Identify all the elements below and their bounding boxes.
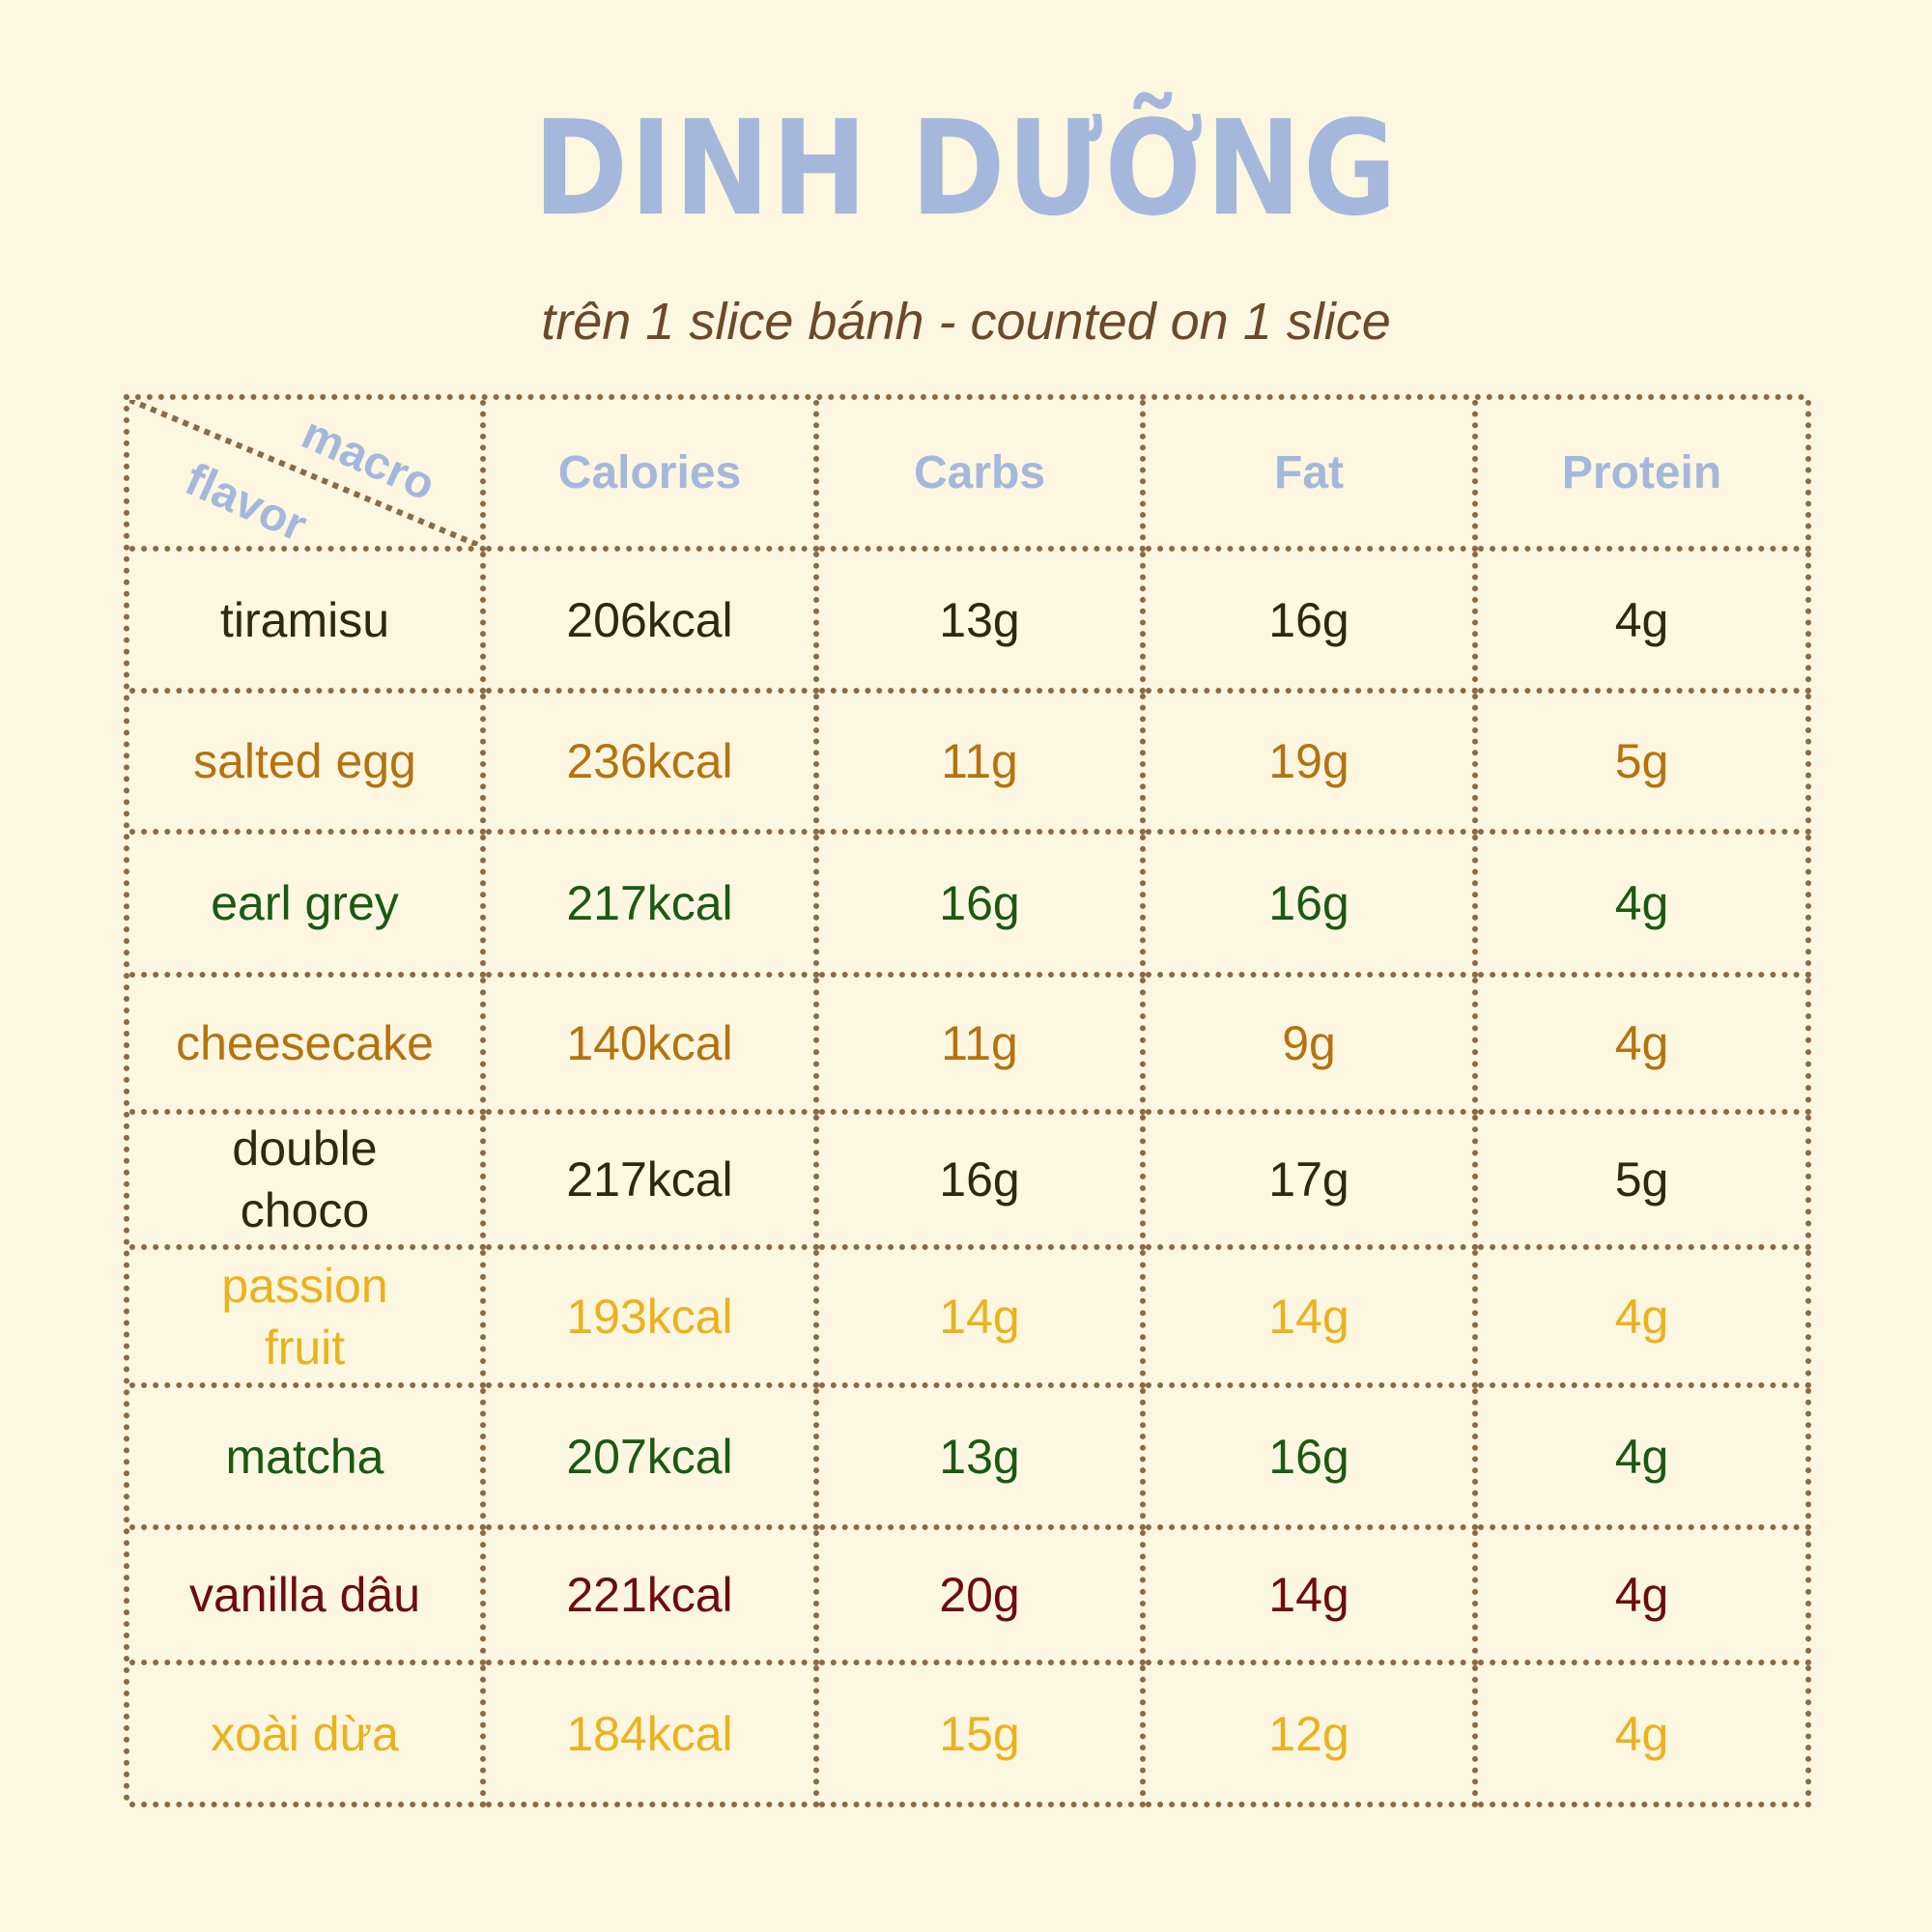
flavor-cell: cheesecake: [129, 978, 486, 1115]
fat-cell: 12g: [1146, 1665, 1478, 1807]
protein-cell: 4g: [1478, 1665, 1811, 1807]
header-fat: Fat: [1146, 400, 1478, 552]
nutrition-table: macro flavor Calories Carbs Fat Protein …: [124, 394, 1811, 1807]
flavor-cell: double choco: [129, 1115, 486, 1250]
protein-cell: 4g: [1478, 978, 1811, 1115]
fat-cell: 14g: [1146, 1250, 1478, 1388]
carbs-cell: 11g: [819, 694, 1146, 835]
protein-cell: 5g: [1478, 694, 1811, 835]
protein-cell: 4g: [1478, 1388, 1811, 1530]
calories-cell: 193kcal: [486, 1250, 819, 1388]
header-protein: Protein: [1478, 400, 1811, 552]
flavor-cell: vanilla dâu: [129, 1530, 486, 1665]
carbs-cell: 13g: [819, 552, 1146, 694]
carbs-cell: 13g: [819, 1388, 1146, 1530]
fat-cell: 9g: [1146, 978, 1478, 1115]
protein-cell: 4g: [1478, 1250, 1811, 1388]
carbs-cell: 14g: [819, 1250, 1146, 1388]
carbs-cell: 11g: [819, 978, 1146, 1115]
fat-cell: 17g: [1146, 1115, 1478, 1250]
diagonal-divider: [129, 400, 480, 546]
flavor-cell: xoài dừa: [129, 1665, 486, 1807]
protein-cell: 5g: [1478, 1115, 1811, 1250]
header-calories: Calories: [486, 400, 819, 552]
protein-cell: 4g: [1478, 835, 1811, 978]
flavor-cell: tiramisu: [129, 552, 486, 694]
protein-cell: 4g: [1478, 552, 1811, 694]
calories-cell: 217kcal: [486, 835, 819, 978]
page-title: DINH DƯỠNG: [533, 91, 1399, 245]
calories-cell: 221kcal: [486, 1530, 819, 1665]
fat-cell: 16g: [1146, 1388, 1478, 1530]
corner-header-cell: macro flavor: [129, 400, 486, 552]
carbs-cell: 15g: [819, 1665, 1146, 1807]
carbs-cell: 16g: [819, 1115, 1146, 1250]
calories-cell: 236kcal: [486, 694, 819, 835]
flavor-cell: salted egg: [129, 694, 486, 835]
flavor-cell: passion fruit: [129, 1250, 486, 1388]
calories-cell: 206kcal: [486, 552, 819, 694]
calories-cell: 217kcal: [486, 1115, 819, 1250]
calories-cell: 184kcal: [486, 1665, 819, 1807]
fat-cell: 16g: [1146, 552, 1478, 694]
flavor-cell: matcha: [129, 1388, 486, 1530]
calories-cell: 207kcal: [486, 1388, 819, 1530]
header-carbs: Carbs: [819, 400, 1146, 552]
fat-cell: 14g: [1146, 1530, 1478, 1665]
flavor-cell: earl grey: [129, 835, 486, 978]
page-subtitle: trên 1 slice bánh - counted on 1 slice: [541, 293, 1391, 351]
carbs-cell: 20g: [819, 1530, 1146, 1665]
fat-cell: 19g: [1146, 694, 1478, 835]
protein-cell: 4g: [1478, 1530, 1811, 1665]
calories-cell: 140kcal: [486, 978, 819, 1115]
fat-cell: 16g: [1146, 835, 1478, 978]
carbs-cell: 16g: [819, 835, 1146, 978]
